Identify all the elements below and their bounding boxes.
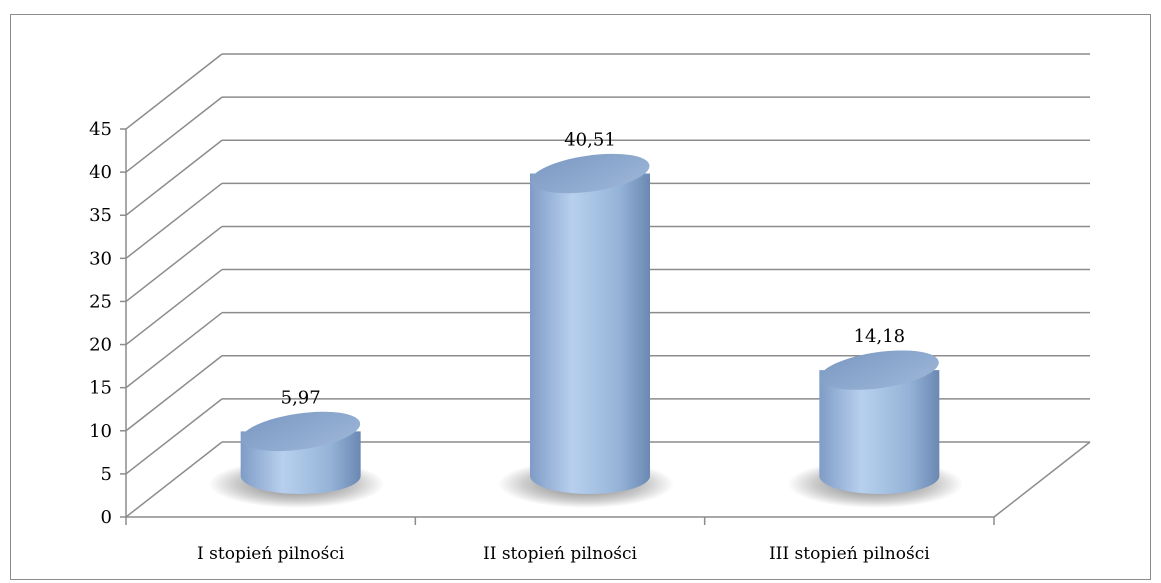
bar-top <box>241 411 361 452</box>
gridline-diagonal <box>125 96 223 173</box>
y-tick-label: 0 <box>101 507 112 528</box>
bar-top <box>530 153 650 194</box>
gridline-diagonal <box>125 398 223 475</box>
axis-layer <box>120 128 1091 525</box>
y-tick-label: 40 <box>89 162 112 183</box>
y-tick-label: 30 <box>89 248 112 269</box>
data-label: 14,18 <box>854 326 906 347</box>
labels-layer: 0 5 10 15 20 25 30 35 40 45 5,97 I stopień pilności… <box>89 119 930 564</box>
gridline-diagonal <box>125 268 223 346</box>
gridline-diagonal <box>125 139 223 216</box>
x-category-label: II stopień pilności <box>483 544 638 564</box>
y-tick-label: 25 <box>89 291 112 312</box>
grid-layer <box>125 53 1090 518</box>
gridline-diagonal <box>125 441 223 518</box>
bar <box>530 173 650 494</box>
data-label: 40,51 <box>564 130 616 151</box>
y-tick-label: 45 <box>89 119 112 140</box>
x-category-label: I stopień pilności <box>197 544 345 564</box>
gridline-diagonal <box>125 355 223 432</box>
floor-edge <box>993 441 1091 518</box>
y-tick-label: 35 <box>89 205 112 226</box>
bar-top <box>819 350 939 390</box>
gridline-diagonal <box>125 53 223 130</box>
y-tick-label: 5 <box>101 464 112 485</box>
x-category-label: III stopień pilności <box>769 544 930 564</box>
gridline-diagonal <box>125 225 223 303</box>
gridline-diagonal <box>125 312 223 389</box>
bar <box>819 370 940 494</box>
y-tick-label: 15 <box>89 378 112 399</box>
bars-layer <box>208 153 964 508</box>
y-tick-label: 20 <box>89 335 112 356</box>
data-label: 5,97 <box>281 387 321 408</box>
y-tick-label: 10 <box>89 421 112 442</box>
gridline-diagonal <box>125 182 223 259</box>
